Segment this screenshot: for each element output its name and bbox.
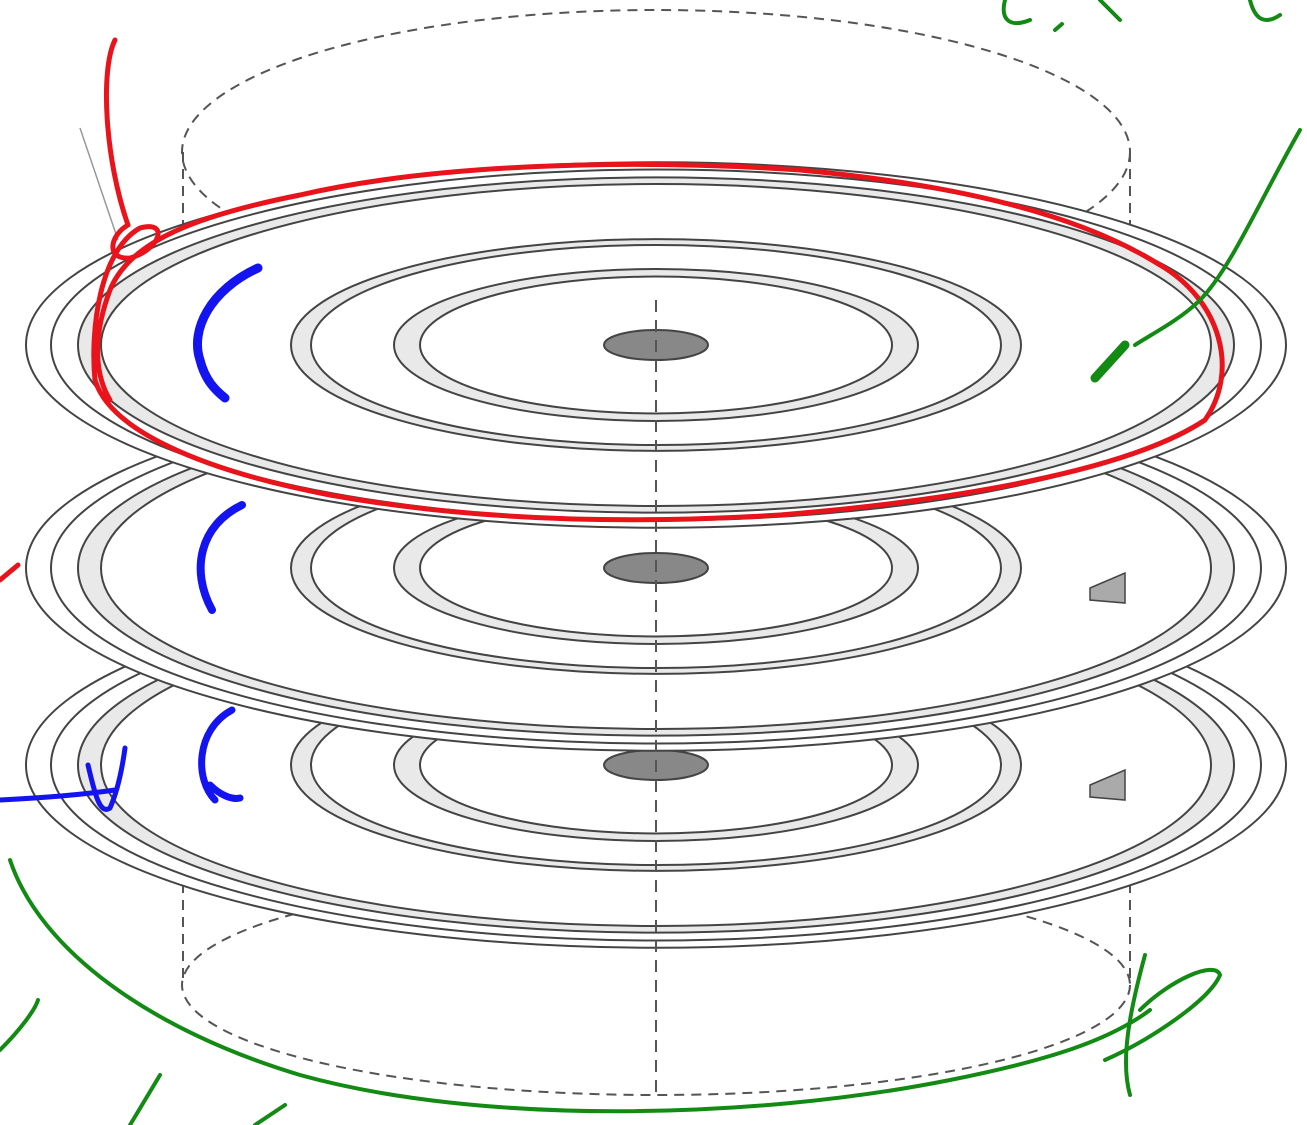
green-annotation [1004,0,1280,30]
pointer-line [80,128,118,240]
red-annotation [0,565,18,580]
page: (() => { const g = document.getElementBy… [0,0,1307,1125]
disk-platter-diagram [0,0,1307,1125]
green-annotation [1105,955,1220,1095]
green-annotation [0,1000,285,1125]
